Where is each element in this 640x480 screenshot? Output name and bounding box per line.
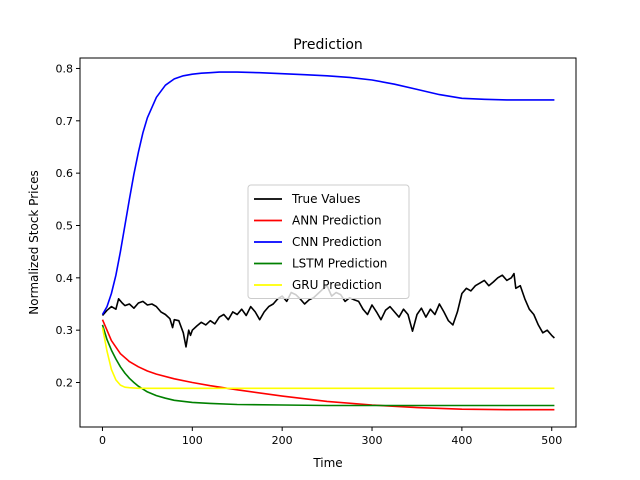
y-axis-ticks: 0.2 0.3 0.4 0.5 0.6 0.7 0.8	[56, 62, 80, 390]
y-tick-label: 0.4	[56, 272, 74, 285]
chart-title: Prediction	[293, 37, 363, 53]
y-tick-label: 0.2	[56, 377, 74, 390]
x-tick-label: 400	[451, 434, 472, 447]
axes-frame	[79, 57, 577, 428]
series-line-gru-prediction	[101, 327, 555, 390]
y-tick-label: 0.6	[56, 167, 74, 180]
x-axis-ticks: 0 100 200 300 400 500	[99, 427, 562, 447]
legend-label: True Values	[291, 192, 361, 206]
series-lines	[101, 71, 555, 411]
series-line-lstm-prediction	[101, 324, 555, 407]
x-tick-label: 200	[272, 434, 293, 447]
legend-box	[247, 184, 410, 299]
legend-label: LSTM Prediction	[292, 257, 387, 271]
x-tick-label: 300	[362, 434, 383, 447]
series-line-ann-prediction	[101, 319, 555, 411]
y-tick-label: 0.5	[56, 219, 74, 232]
legend-label: ANN Prediction	[292, 214, 382, 228]
x-axis-label: Time	[312, 456, 342, 470]
series-line-cnn-prediction	[101, 71, 555, 315]
y-tick-label: 0.8	[56, 62, 74, 75]
x-tick-label: 500	[541, 434, 562, 447]
x-tick-label: 0	[99, 434, 106, 447]
y-tick-label: 0.7	[56, 115, 74, 128]
legend: True Values ANN Prediction CNN Prediction L…	[247, 184, 410, 299]
legend-label: GRU Prediction	[292, 278, 382, 292]
y-axis-label: Normalized Stock Prices	[27, 170, 41, 314]
x-tick-label: 100	[182, 434, 203, 447]
y-tick-label: 0.3	[56, 324, 74, 337]
legend-label: CNN Prediction	[292, 235, 382, 249]
